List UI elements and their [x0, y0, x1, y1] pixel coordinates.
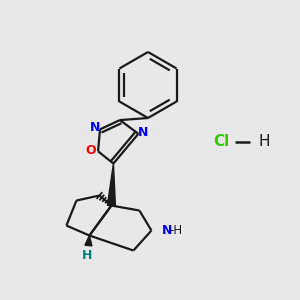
- Text: H: H: [258, 134, 269, 149]
- Polygon shape: [107, 164, 116, 206]
- Text: -H: -H: [169, 224, 183, 237]
- Text: N: N: [90, 121, 100, 134]
- Polygon shape: [85, 236, 92, 246]
- Text: Cl: Cl: [214, 134, 230, 149]
- Text: O: O: [86, 144, 96, 157]
- Text: H: H: [82, 248, 93, 262]
- Text: N: N: [161, 224, 172, 237]
- Text: N: N: [138, 126, 148, 139]
